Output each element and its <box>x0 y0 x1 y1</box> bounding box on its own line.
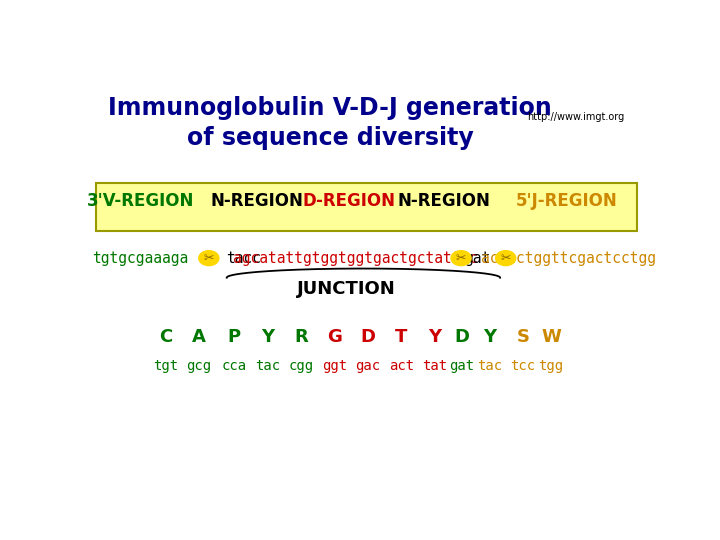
Text: ✂: ✂ <box>500 252 511 265</box>
Text: of sequence diversity: of sequence diversity <box>186 126 473 150</box>
Text: act: act <box>389 359 414 373</box>
Text: N-REGION: N-REGION <box>398 192 491 211</box>
Text: gat: gat <box>464 251 490 266</box>
Text: tat: tat <box>423 359 447 373</box>
Text: D: D <box>361 328 375 346</box>
Text: 5'J-REGION: 5'J-REGION <box>516 192 618 211</box>
Text: ggt: ggt <box>322 359 347 373</box>
Text: tgtgcgaaaga: tgtgcgaaaga <box>92 251 189 266</box>
Text: Y: Y <box>428 328 441 346</box>
Text: gac: gac <box>356 359 380 373</box>
Text: D-REGION: D-REGION <box>303 192 396 211</box>
Text: http://www.imgt.org: http://www.imgt.org <box>527 112 624 122</box>
Text: cca: cca <box>222 359 246 373</box>
Text: tgg: tgg <box>539 359 564 373</box>
Text: Immunoglobulin V-D-J generation: Immunoglobulin V-D-J generation <box>108 97 552 120</box>
Text: JUNCTION: JUNCTION <box>297 280 396 298</box>
Text: tac: tac <box>477 359 502 373</box>
Text: tac: tac <box>255 359 280 373</box>
Text: P: P <box>228 328 240 346</box>
Text: Y: Y <box>483 328 496 346</box>
Text: gat: gat <box>449 359 474 373</box>
Circle shape <box>199 251 219 266</box>
Text: N-REGION: N-REGION <box>211 192 304 211</box>
Circle shape <box>451 251 471 266</box>
FancyBboxPatch shape <box>96 183 637 231</box>
Text: acaactggttcgactcctgg: acaactggttcgactcctgg <box>481 251 656 266</box>
Text: gcg: gcg <box>186 359 212 373</box>
Text: ✂: ✂ <box>456 252 467 265</box>
Text: tgt: tgt <box>153 359 178 373</box>
Text: S: S <box>516 328 529 346</box>
Text: 3'V-REGION: 3'V-REGION <box>86 192 194 211</box>
Text: W: W <box>541 328 561 346</box>
Text: T: T <box>395 328 408 346</box>
Text: G: G <box>327 328 342 346</box>
Circle shape <box>495 251 516 266</box>
Text: cgg: cgg <box>289 359 313 373</box>
Text: C: C <box>158 328 172 346</box>
Text: D: D <box>455 328 469 346</box>
Text: A: A <box>192 328 206 346</box>
Text: ✂: ✂ <box>204 252 214 265</box>
Text: tcc: tcc <box>510 359 536 373</box>
Text: tacc: tacc <box>226 251 261 266</box>
Text: R: R <box>294 328 307 346</box>
Text: Y: Y <box>261 328 274 346</box>
Text: agcatattgtggtggtgactgctattcc: agcatattgtggtggtgactgctattcc <box>233 251 477 266</box>
